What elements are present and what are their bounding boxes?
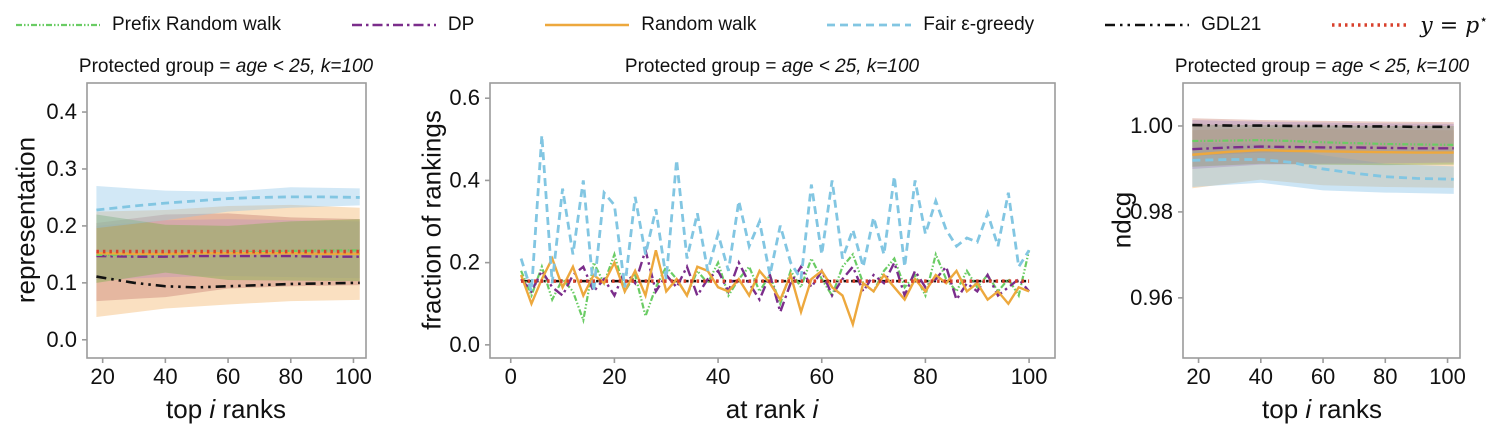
chart1-xlabel: top i ranks (166, 394, 286, 424)
prefix-random-walk-line-sample-icon (16, 23, 100, 27)
y-tick-label: 0.96 (1130, 285, 1173, 310)
x-tick-label: 0 (505, 364, 517, 389)
axes-spines (86, 82, 367, 359)
band-prefix-random-walk (1192, 124, 1454, 167)
legend-label-prefix-random-walk: Prefix Random walk (112, 14, 281, 35)
figure-legend: Prefix Random walk DP Random walk Fair ε… (0, 0, 1502, 50)
x-tick-label: 60 (810, 364, 834, 389)
y-tick-label: 0.3 (46, 156, 77, 181)
legend-item-prefix-random-walk: Prefix Random walk (14, 14, 281, 36)
y-tick-label: 0.0 (46, 327, 77, 352)
dp-line-sample-icon (351, 23, 436, 27)
x-tick-label: 80 (1373, 364, 1397, 389)
y-tick-label: 0.6 (449, 85, 480, 110)
chart2-title: Protected group = age < 25, k=100 (624, 56, 920, 77)
x-tick-label: 80 (913, 364, 937, 389)
series-line-fair-greedy (96, 195, 360, 212)
legend-item-y-equals-pstar: y = p⋆ (1330, 12, 1488, 38)
series-line-dp (96, 254, 360, 258)
chart3-xlabel: top i ranks (1262, 394, 1382, 424)
legend-item-dp: DP (350, 14, 474, 36)
series-line-gdl21 (96, 275, 360, 289)
x-tick-label: 40 (153, 364, 177, 389)
y-tick-label: 0.4 (46, 99, 77, 124)
y-tick-label: 0.2 (449, 250, 480, 275)
series-line-fair-greedy (519, 135, 1031, 292)
gdl21-line-sample-icon (1105, 23, 1190, 27)
legend-label-fair-eps-greedy: Fair ε-greedy (923, 14, 1035, 35)
random-walk-line-sample-icon (545, 23, 630, 27)
y-tick-label: 1.00 (1130, 113, 1173, 138)
legend-item-gdl21: GDL21 (1103, 14, 1261, 36)
y-tick-label: 0.0 (449, 332, 480, 357)
legend-label-random-walk: Random walk (641, 14, 757, 35)
legend-label-gdl21: GDL21 (1201, 14, 1262, 35)
series-line-random-walk (1192, 148, 1454, 156)
x-tick-label: 100 (1429, 364, 1466, 389)
legend-item-random-walk: Random walk (543, 14, 756, 36)
legend-item-fair-eps-greedy: Fair ε-greedy (825, 14, 1034, 36)
x-tick-label: 20 (90, 364, 114, 389)
axes-spines (489, 82, 1056, 359)
x-tick-label: 40 (1249, 364, 1273, 389)
y-tick-label: 0.1 (46, 270, 77, 295)
y-tick-label: 0.2 (46, 213, 77, 238)
y-tick-label: 0.4 (449, 167, 480, 192)
series-line-dp (1192, 145, 1454, 151)
x-tick-label: 80 (279, 364, 303, 389)
axes-spines (1182, 82, 1461, 359)
series-line-gdl21 (1192, 123, 1454, 129)
x-tick-label: 60 (216, 364, 240, 389)
band-dp (1192, 119, 1454, 169)
x-tick-label: 100 (1011, 364, 1048, 389)
series-line-fair-greedy (1192, 158, 1454, 181)
x-tick-label: 40 (706, 364, 730, 389)
band-prefix-random-walk (96, 214, 360, 283)
legend-label-dp: DP (447, 14, 475, 35)
series-line-prefix-random-walk (1192, 139, 1454, 146)
x-tick-label: 20 (602, 364, 626, 389)
chart2-xlabel: at rank i (725, 394, 819, 424)
x-tick-label: 20 (1186, 364, 1210, 389)
chart1-title: Protected group = age < 25, k=100 (78, 56, 374, 77)
fair-eps-greedy-line-sample-icon (827, 23, 912, 27)
y-tick-label: 0.98 (1130, 199, 1173, 224)
x-tick-label: 100 (335, 364, 372, 389)
legend-label-y-equals-pstar: y = p⋆ (1420, 11, 1488, 39)
x-tick-label: 60 (1311, 364, 1335, 389)
chart3-title: Protected group = age < 25, k=100 (1174, 56, 1470, 77)
